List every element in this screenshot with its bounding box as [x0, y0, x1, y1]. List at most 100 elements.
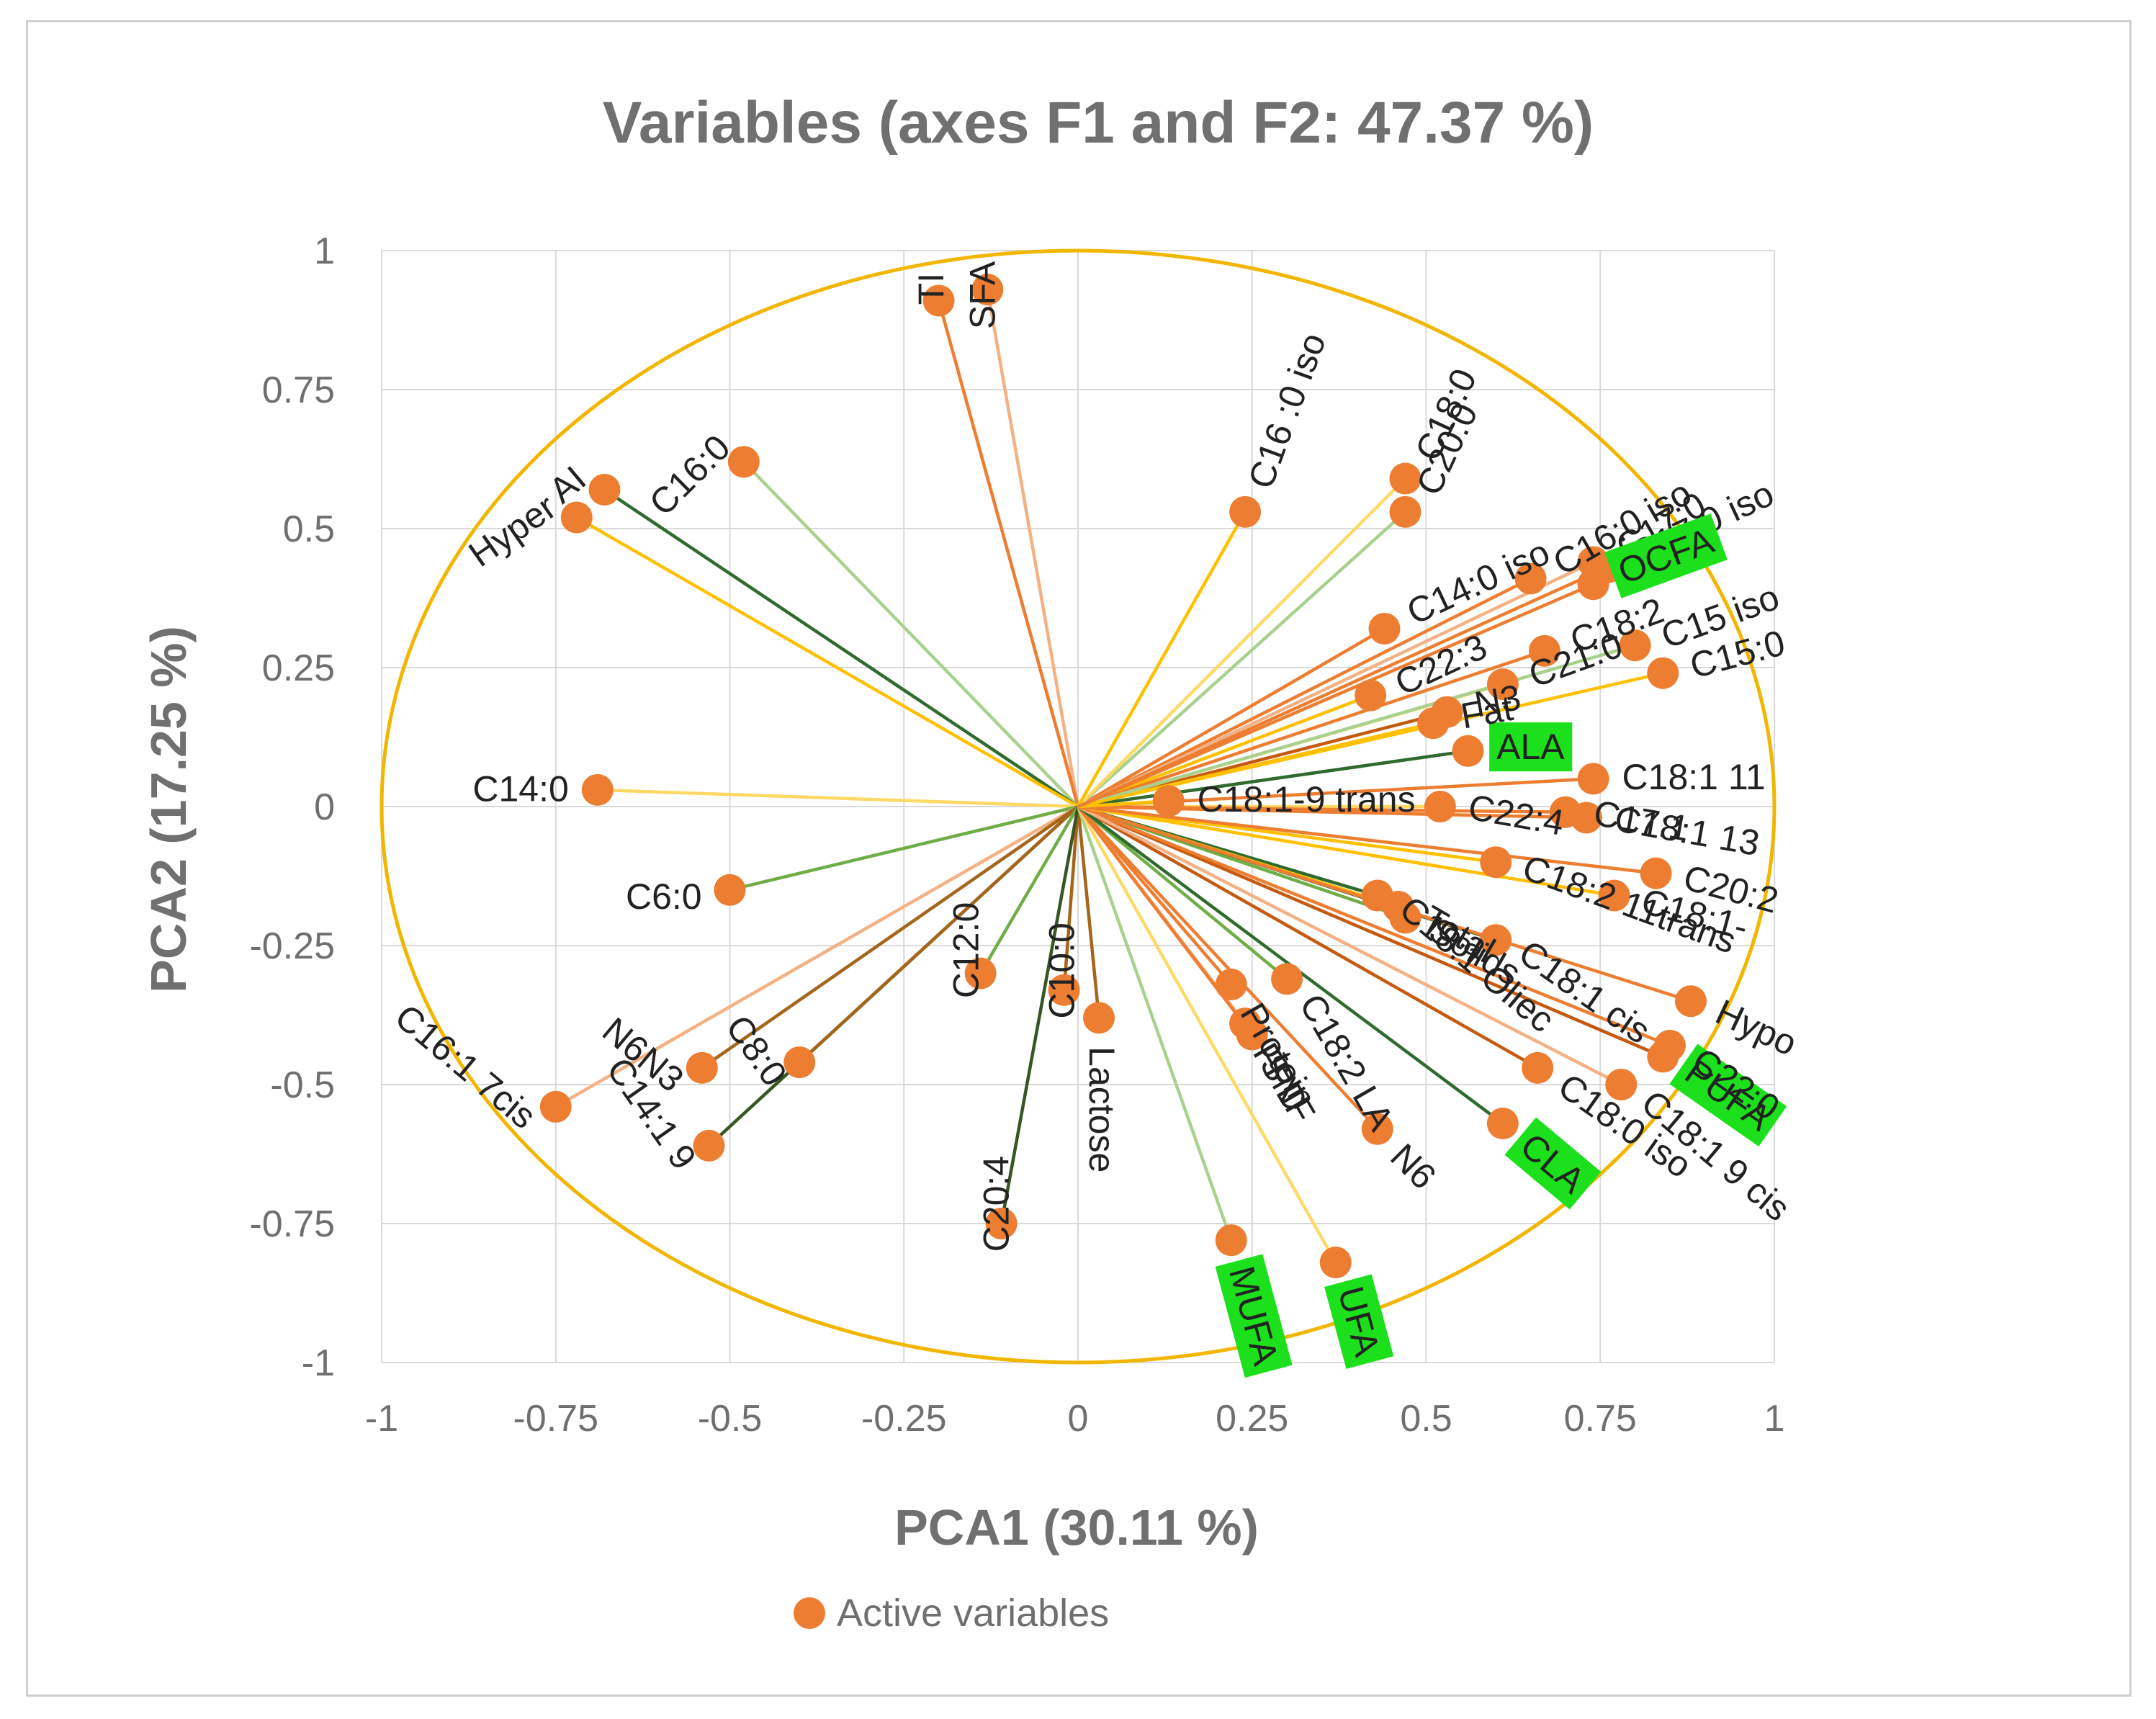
point-label: C18:1-9 trans: [1198, 779, 1416, 820]
x-tick-label: -0.75: [513, 1398, 598, 1440]
loading-line: [1000, 806, 1080, 1224]
loading-line: [1077, 511, 1247, 808]
loading-line: [597, 788, 1079, 809]
point-marker: [588, 473, 621, 506]
loading-lines: [554, 289, 1692, 1264]
loading-line: [1077, 560, 1594, 809]
loading-line: [1077, 694, 1371, 809]
loading-line: [1076, 806, 1101, 1018]
loading-line: [1077, 583, 1594, 809]
y-axis-title: PCA2 (17.25 %): [140, 626, 197, 993]
point-marker: [1361, 1113, 1393, 1145]
point-label-group: N6: [1383, 1136, 1444, 1197]
point-label-group: C16:0: [642, 427, 738, 524]
point-marker: [539, 1090, 572, 1123]
point-marker: [1577, 568, 1609, 601]
loading-line: [1077, 577, 1532, 809]
legend: Active variables: [794, 1592, 1109, 1635]
loading-line: [1077, 805, 1539, 1069]
point-label-group: C18:1-9 trans: [1198, 779, 1416, 820]
x-tick-label: 1: [1764, 1398, 1785, 1440]
loading-line: [798, 805, 1079, 1064]
point-label-group: C16:1 7cis: [387, 997, 544, 1137]
point-label: C22:4: [1465, 786, 1567, 843]
point-marker: [1389, 495, 1421, 528]
y-tick-label: -1: [302, 1342, 335, 1384]
point-marker: [1577, 763, 1609, 795]
x-tick-label: -0.25: [861, 1398, 947, 1440]
point-marker: [727, 446, 760, 478]
point-label-group: Fat: [1457, 688, 1516, 737]
point-marker: [783, 1046, 816, 1079]
loading-line: [1077, 804, 1664, 1059]
point-marker: [1424, 791, 1456, 822]
loading-line: [937, 300, 1080, 807]
point-label-group: C18:1 11: [1622, 757, 1766, 797]
loading-line: [1077, 805, 1337, 1264]
loading-line: [1077, 649, 1545, 809]
point-label: N3: [1471, 677, 1524, 724]
point-label-group: MUFA: [1215, 1254, 1293, 1378]
point-marker: [922, 284, 955, 317]
y-tick-label: 0.25: [262, 647, 335, 689]
label-highlight: [1604, 513, 1728, 598]
loading-line: [1077, 511, 1406, 808]
point-label: N6: [1383, 1136, 1444, 1197]
x-tick-label: 0: [1068, 1398, 1089, 1440]
loading-line: [729, 804, 1079, 892]
point-marker: [1522, 1051, 1554, 1084]
point-label-group: C12:0: [946, 902, 986, 998]
point-marker: [1647, 657, 1679, 689]
x-tick-label: -1: [365, 1398, 398, 1440]
point-marker: [1236, 1018, 1268, 1051]
point-marker: [560, 501, 593, 534]
point-label-group: C16 :0 iso: [1241, 328, 1334, 494]
legend-marker: [794, 1597, 825, 1629]
point-label: C12:0: [946, 902, 986, 998]
y-tick-label: 0.75: [262, 369, 335, 411]
legend-label: Active variables: [837, 1592, 1109, 1635]
point-label: Hyper: [462, 487, 563, 575]
loading-line: [1077, 804, 1622, 1087]
point-label-group: Hyper: [462, 487, 563, 575]
point-label: SFA: [962, 261, 1002, 329]
x-tick-label: 0.75: [1564, 1398, 1637, 1440]
point-marker: [1229, 495, 1262, 528]
loading-line: [986, 289, 1080, 807]
loading-line: [701, 805, 1079, 1069]
data-points: [539, 274, 1707, 1279]
y-tick-label: -0.75: [249, 1203, 335, 1245]
loading-line: [1077, 477, 1407, 808]
point-marker: [985, 1208, 1018, 1239]
point-marker: [1619, 629, 1651, 662]
point-marker: [1417, 707, 1450, 740]
point-label-group: C22:4: [1465, 786, 1567, 843]
point-label: C18:1 11: [1622, 757, 1766, 797]
point-label-group: N3: [1471, 677, 1524, 724]
point-marker: [1480, 924, 1512, 956]
point-marker: [964, 957, 997, 989]
point-label-group: TI: [911, 273, 951, 305]
x-tick-label: 0.5: [1400, 1398, 1452, 1440]
loading-line: [1077, 671, 1663, 809]
point-marker: [1486, 668, 1519, 701]
y-tick-label: -0.25: [249, 925, 335, 967]
point-marker: [1368, 612, 1401, 645]
point-marker: [1271, 963, 1303, 995]
loading-line: [603, 488, 1079, 808]
point-marker: [714, 874, 746, 906]
x-axis-title: PCA1 (30.11 %): [894, 1499, 1259, 1556]
point-label: Lactose: [1082, 1046, 1122, 1172]
loading-line: [1062, 806, 1080, 990]
point-label: C6:0: [626, 876, 702, 917]
loading-line: [1077, 565, 1608, 809]
loading-line: [979, 805, 1079, 974]
point-label-group: SFA: [962, 261, 1002, 329]
loading-line: [742, 460, 1079, 808]
point-marker: [1215, 1224, 1247, 1257]
point-marker: [1355, 679, 1387, 712]
loading-line: [1077, 749, 1468, 809]
loading-line: [1077, 805, 1379, 1131]
point-marker: [1528, 634, 1560, 667]
